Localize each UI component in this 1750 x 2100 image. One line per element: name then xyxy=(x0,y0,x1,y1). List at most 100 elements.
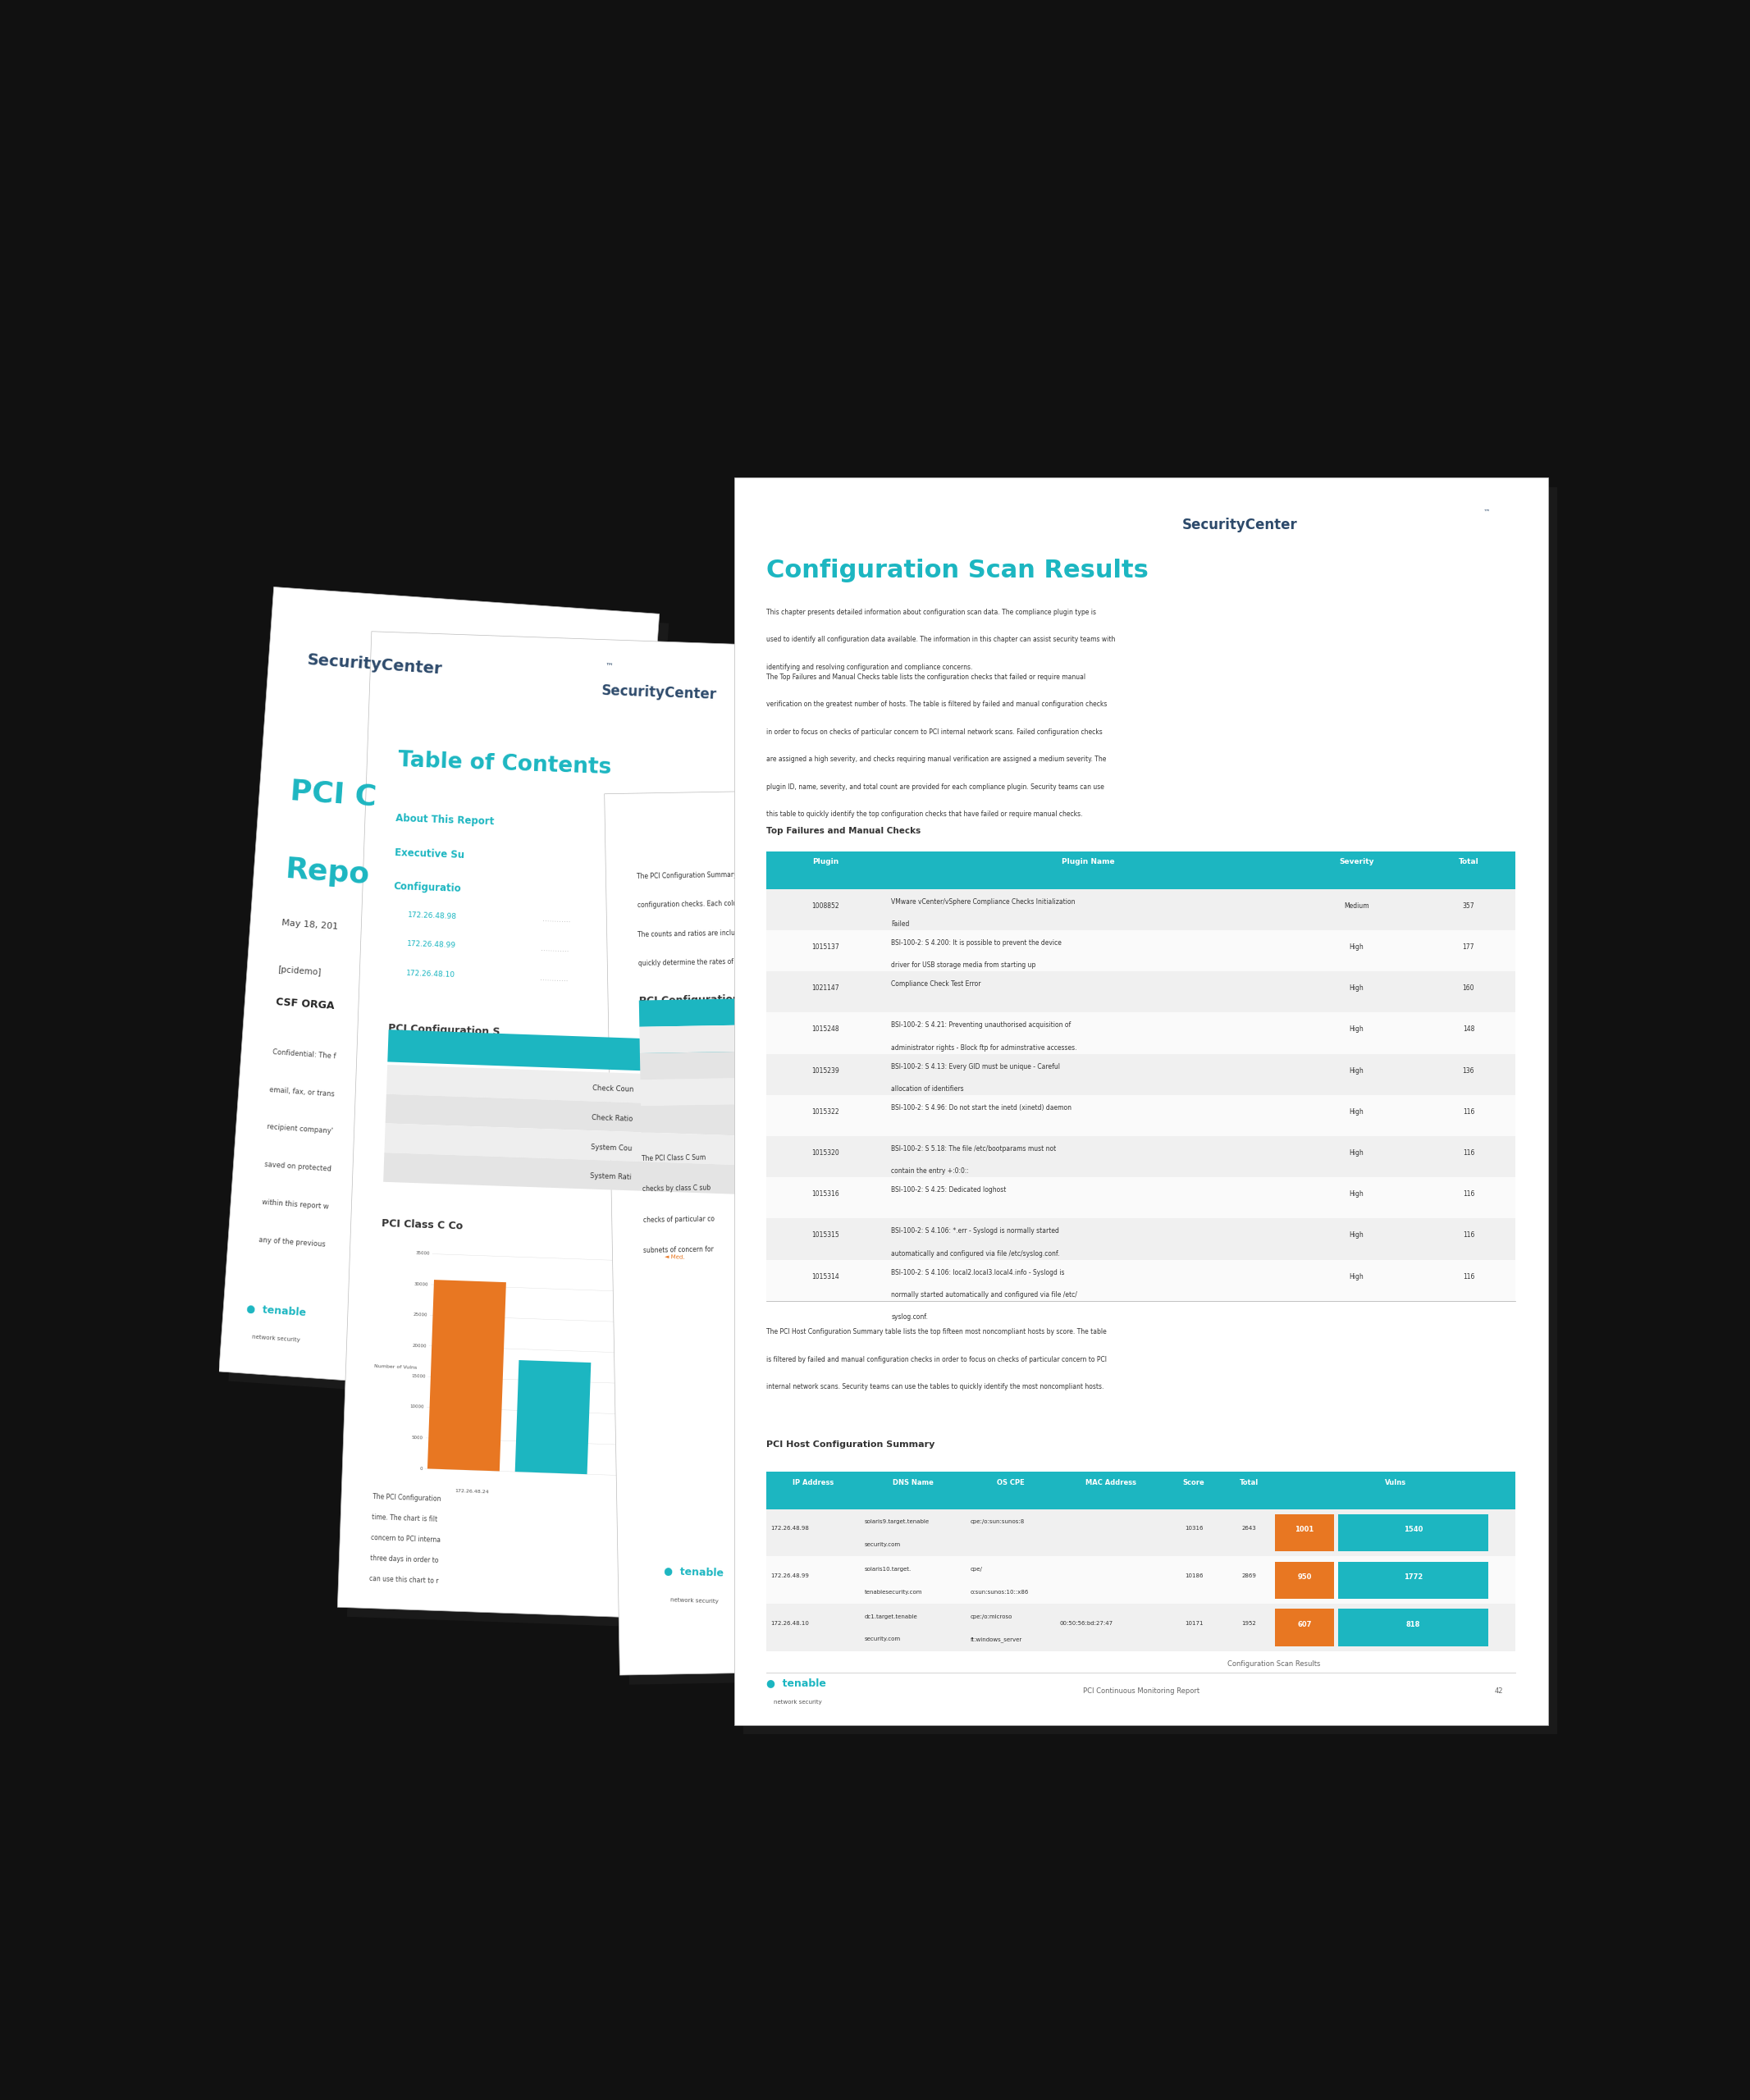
Text: The PCI Class C Sum: The PCI Class C Sum xyxy=(642,1153,705,1161)
Text: o:sun:sunos:10::x86: o:sun:sunos:10::x86 xyxy=(970,1590,1029,1594)
Text: PCI Host Configuration Summary: PCI Host Configuration Summary xyxy=(766,1441,935,1449)
Text: 116: 116 xyxy=(1463,1231,1475,1239)
Text: 607: 607 xyxy=(1297,1621,1312,1628)
Text: High: High xyxy=(1349,1109,1363,1115)
Polygon shape xyxy=(229,596,668,1407)
Text: Medium: Medium xyxy=(1344,903,1368,909)
Text: 116: 116 xyxy=(1463,1109,1475,1115)
Text: [pcidemo]: [pcidemo] xyxy=(278,966,322,977)
Polygon shape xyxy=(766,930,1515,972)
Text: High: High xyxy=(1349,1025,1363,1033)
Text: 10186: 10186 xyxy=(1185,1573,1202,1577)
Text: About This Report: About This Report xyxy=(396,813,495,827)
Text: Check Ratio: Check Ratio xyxy=(847,1060,887,1069)
Text: Configuratio: Configuratio xyxy=(394,882,462,895)
Text: 10000: 10000 xyxy=(410,1405,425,1409)
Text: network security: network security xyxy=(943,1648,999,1655)
Text: 116: 116 xyxy=(1463,1149,1475,1157)
Polygon shape xyxy=(383,1153,838,1197)
Text: System Rati: System Rati xyxy=(590,1172,632,1182)
Text: ●  tenable: ● tenable xyxy=(943,1619,1003,1632)
Text: 148: 148 xyxy=(1463,1025,1475,1033)
Text: 172.26.48.98: 172.26.48.98 xyxy=(770,1527,808,1531)
Text: SecurityCenter: SecurityCenter xyxy=(1181,517,1297,531)
Text: 818: 818 xyxy=(1405,1621,1421,1628)
Text: High: High xyxy=(1349,1149,1363,1157)
Polygon shape xyxy=(766,1178,1515,1218)
Text: 20000: 20000 xyxy=(413,1344,427,1348)
Polygon shape xyxy=(385,1124,838,1168)
Text: BSI-100-2: S 4.106: *.err - Syslogd is normally started: BSI-100-2: S 4.106: *.err - Syslogd is n… xyxy=(891,1228,1059,1235)
Text: 35000: 35000 xyxy=(415,1252,430,1256)
Text: Top Failures and Manual Checks: Top Failures and Manual Checks xyxy=(766,827,920,836)
Text: cpe:/o:microso: cpe:/o:microso xyxy=(970,1615,1011,1619)
Text: recipient company': recipient company' xyxy=(266,1124,334,1136)
Polygon shape xyxy=(766,1012,1515,1054)
Text: 136: 136 xyxy=(1463,1067,1475,1075)
Text: saved on protected: saved on protected xyxy=(264,1161,331,1174)
Text: network security: network security xyxy=(663,1596,717,1604)
Text: can use this chart to r: can use this chart to r xyxy=(369,1575,439,1586)
Text: 1772: 1772 xyxy=(1404,1573,1423,1581)
Polygon shape xyxy=(1276,1514,1334,1552)
Text: this table to quickly identify the top configuration checks that have failed or : this table to quickly identify the top c… xyxy=(766,811,1083,817)
Text: ●  tenable: ● tenable xyxy=(766,1678,826,1688)
Text: OS CPE: OS CPE xyxy=(997,1478,1025,1487)
Text: ™: ™ xyxy=(831,682,838,689)
Text: 116: 116 xyxy=(1463,1273,1475,1281)
Text: security.com: security.com xyxy=(864,1636,901,1642)
Text: May 18, 201: May 18, 201 xyxy=(282,918,338,930)
Text: BSI-100-2: S 4.25: Dedicated loghost: BSI-100-2: S 4.25: Dedicated loghost xyxy=(891,1186,1006,1193)
Text: CSF ORGA: CSF ORGA xyxy=(275,998,334,1012)
Polygon shape xyxy=(385,1094,840,1138)
Text: This chapter presents detailed information about configuration scan data. The co: This chapter presents detailed informati… xyxy=(766,609,1097,615)
Polygon shape xyxy=(766,888,1515,930)
Text: PCI Class C Co: PCI Class C Co xyxy=(381,1218,464,1231)
Text: 10171: 10171 xyxy=(1185,1621,1202,1625)
Text: quickly determine the rates of compliance within their organization.: quickly determine the rates of complianc… xyxy=(639,956,854,968)
Text: High: High xyxy=(1349,1067,1363,1075)
Text: BSI-100-2: S 4.96: Do not start the inetd (xinetd) daemon: BSI-100-2: S 4.96: Do not start the inet… xyxy=(891,1105,1071,1111)
Text: cpe:/o:sun:sunos:8: cpe:/o:sun:sunos:8 xyxy=(970,1520,1024,1525)
Text: Check Coun: Check Coun xyxy=(845,1035,887,1044)
Text: 1015322: 1015322 xyxy=(812,1109,840,1115)
Text: 172.26.48.24: 172.26.48.24 xyxy=(455,1489,490,1495)
Polygon shape xyxy=(219,586,660,1399)
Text: High: High xyxy=(1349,985,1363,991)
Text: contain the entry +:0:0::: contain the entry +:0:0:: xyxy=(891,1168,970,1176)
Text: 1021147: 1021147 xyxy=(812,985,840,991)
Text: checks of particular co: checks of particular co xyxy=(642,1216,714,1224)
Text: 30000: 30000 xyxy=(415,1281,429,1287)
Text: System Cou: System Cou xyxy=(847,1088,887,1096)
Polygon shape xyxy=(766,1472,1515,1510)
Text: 950: 950 xyxy=(1297,1573,1312,1581)
Text: PCI Configuration S: PCI Configuration S xyxy=(639,993,751,1006)
Text: Compliance Check Test Error: Compliance Check Test Error xyxy=(891,981,982,987)
Text: checks by class C sub: checks by class C sub xyxy=(642,1184,710,1193)
Text: is filtered by failed and manual configuration checks in order to focus on check: is filtered by failed and manual configu… xyxy=(766,1357,1108,1363)
Polygon shape xyxy=(766,1510,1515,1556)
Text: High: High xyxy=(1349,1231,1363,1239)
Text: allocation of identifiers: allocation of identifiers xyxy=(891,1086,964,1092)
Polygon shape xyxy=(346,640,896,1634)
Text: 0: 0 xyxy=(420,1466,422,1470)
Text: plugin ID, name, severity, and total count are provided for each compliance plug: plugin ID, name, severity, and total cou… xyxy=(766,783,1104,790)
Text: Check Ratio: Check Ratio xyxy=(592,1113,633,1124)
Text: 172.26.48.99: 172.26.48.99 xyxy=(770,1573,808,1577)
Text: PCI Configuration S: PCI Configuration S xyxy=(388,1023,500,1037)
Polygon shape xyxy=(766,1260,1515,1300)
Text: subnets of concern for: subnets of concern for xyxy=(644,1245,714,1254)
Text: cpe/: cpe/ xyxy=(970,1567,982,1573)
Text: MAC Address: MAC Address xyxy=(1085,1478,1136,1487)
Polygon shape xyxy=(1339,1514,1489,1552)
Text: Configuration Scan Results: Configuration Scan Results xyxy=(1227,1661,1320,1667)
Text: 15000: 15000 xyxy=(411,1373,425,1378)
Text: ............: ............ xyxy=(542,916,570,924)
Text: System Ratio: System Ratio xyxy=(845,1115,891,1121)
Polygon shape xyxy=(639,1018,1094,1054)
Text: 172.26.48.10: 172.26.48.10 xyxy=(770,1621,808,1625)
Text: internal network scans. Security teams can use the tables to quickly identify th: internal network scans. Security teams c… xyxy=(766,1384,1104,1390)
Text: Total: Total xyxy=(1458,859,1479,865)
Text: 1952: 1952 xyxy=(1241,1621,1256,1625)
Text: High: High xyxy=(1349,943,1363,951)
